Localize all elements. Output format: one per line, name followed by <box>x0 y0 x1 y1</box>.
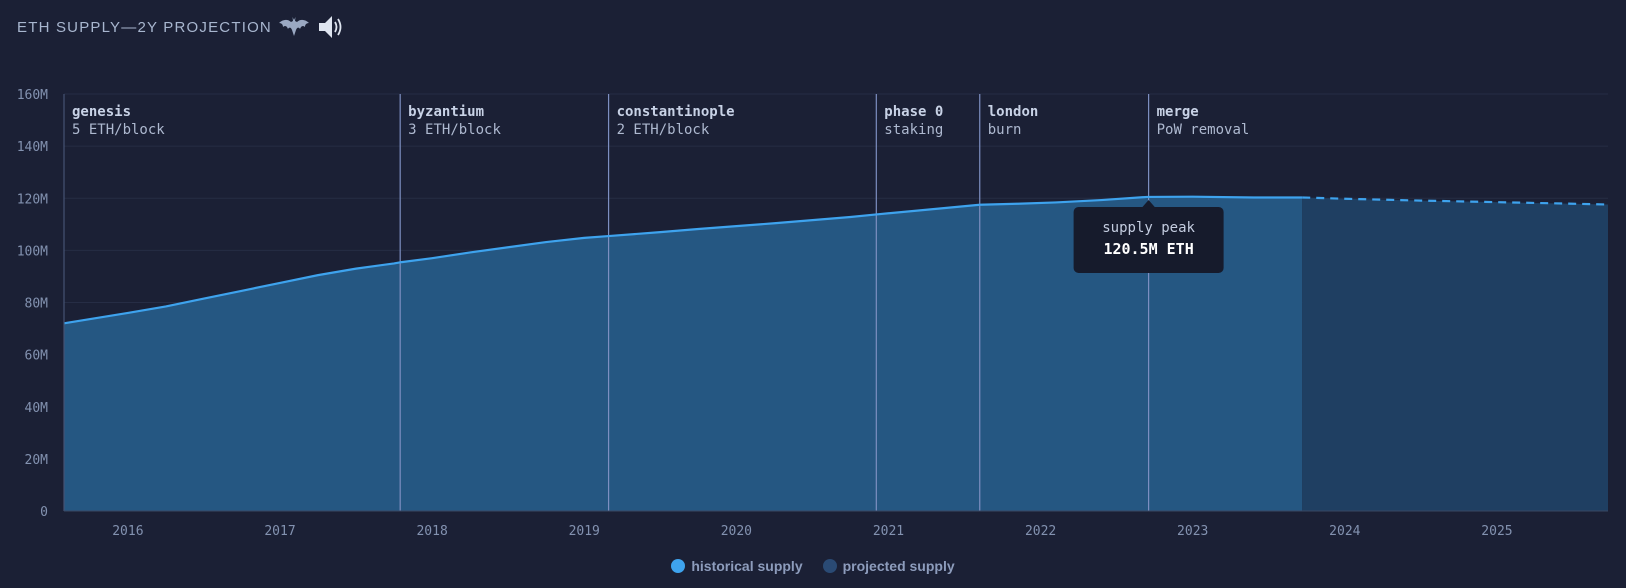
y-tick-label: 40M <box>25 401 49 416</box>
projected-line <box>1302 196 1609 206</box>
legend-projected[interactable]: projected supply <box>822 558 955 574</box>
event-name: phase 0 <box>884 104 943 120</box>
y-tick-label: 60M <box>25 349 49 364</box>
x-tick-label: 2025 <box>1481 524 1512 539</box>
line-layer <box>63 195 1609 325</box>
event-name: byzantium <box>408 104 484 120</box>
x-tick-label: 2024 <box>1329 524 1360 539</box>
speaker-icon[interactable] <box>316 12 346 42</box>
legend-projected-label: projected supply <box>842 558 955 574</box>
event-detail: burn <box>988 122 1022 138</box>
legend-historical-label: historical supply <box>691 558 803 574</box>
area-layer <box>64 196 1608 511</box>
y-tick-label: 20M <box>25 453 49 468</box>
event-detail: 3 ETH/block <box>408 122 501 138</box>
x-tick-label: 2023 <box>1177 524 1208 539</box>
historical-area <box>64 196 1303 511</box>
bat-icon[interactable] <box>278 14 310 40</box>
event-detail: PoW removal <box>1157 122 1250 138</box>
x-tick-label: 2021 <box>873 524 904 539</box>
event-name: genesis <box>72 104 131 120</box>
event-detail: 2 ETH/block <box>617 122 710 138</box>
tooltip-box <box>1073 206 1224 273</box>
tooltip-pointer <box>1141 199 1156 208</box>
chart-title: ETH SUPPLY—2Y PROJECTION <box>17 18 272 36</box>
projected-area <box>1302 197 1608 511</box>
event-detail: staking <box>884 122 943 138</box>
tooltip: supply peak 120.5M ETH <box>1073 199 1224 273</box>
y-tick-label: 160M <box>17 88 48 103</box>
x-tick-label: 2019 <box>569 524 600 539</box>
x-tick-label: 2017 <box>264 524 295 539</box>
y-tick-label: 100M <box>17 244 48 259</box>
event-name: london <box>988 104 1039 120</box>
legend-historical-swatch <box>671 559 686 573</box>
y-tick-label: 0 <box>40 505 48 520</box>
event-name: constantinople <box>617 104 735 120</box>
event-name: merge <box>1157 104 1199 120</box>
x-tick-label: 2020 <box>721 524 752 539</box>
tooltip-value: 120.5M ETH <box>1103 240 1193 258</box>
historical-line <box>63 195 1303 325</box>
event-markers: genesis 5 ETH/block byzantium 3 ETH/block co… <box>63 94 1250 511</box>
x-tick-label: 2022 <box>1025 524 1056 539</box>
tooltip-label: supply peak <box>1102 220 1195 236</box>
legend-projected-swatch <box>822 559 837 573</box>
axes: 0 20M 40M 60M 80M 100M 120M 140M 160M 2016 2017 201… <box>17 88 1608 539</box>
legend-historical[interactable]: historical supply <box>671 558 803 574</box>
y-tick-label: 80M <box>25 297 49 312</box>
chart-header: ETH SUPPLY—2Y PROJECTION <box>17 12 346 42</box>
x-tick-label: 2018 <box>416 524 447 539</box>
chart-legend: historical supply projected supply <box>0 558 1626 574</box>
event-detail: 5 ETH/block <box>72 122 165 138</box>
y-tick-label: 120M <box>17 192 48 207</box>
x-tick-label: 2016 <box>112 524 143 539</box>
y-tick-label: 140M <box>17 140 48 155</box>
